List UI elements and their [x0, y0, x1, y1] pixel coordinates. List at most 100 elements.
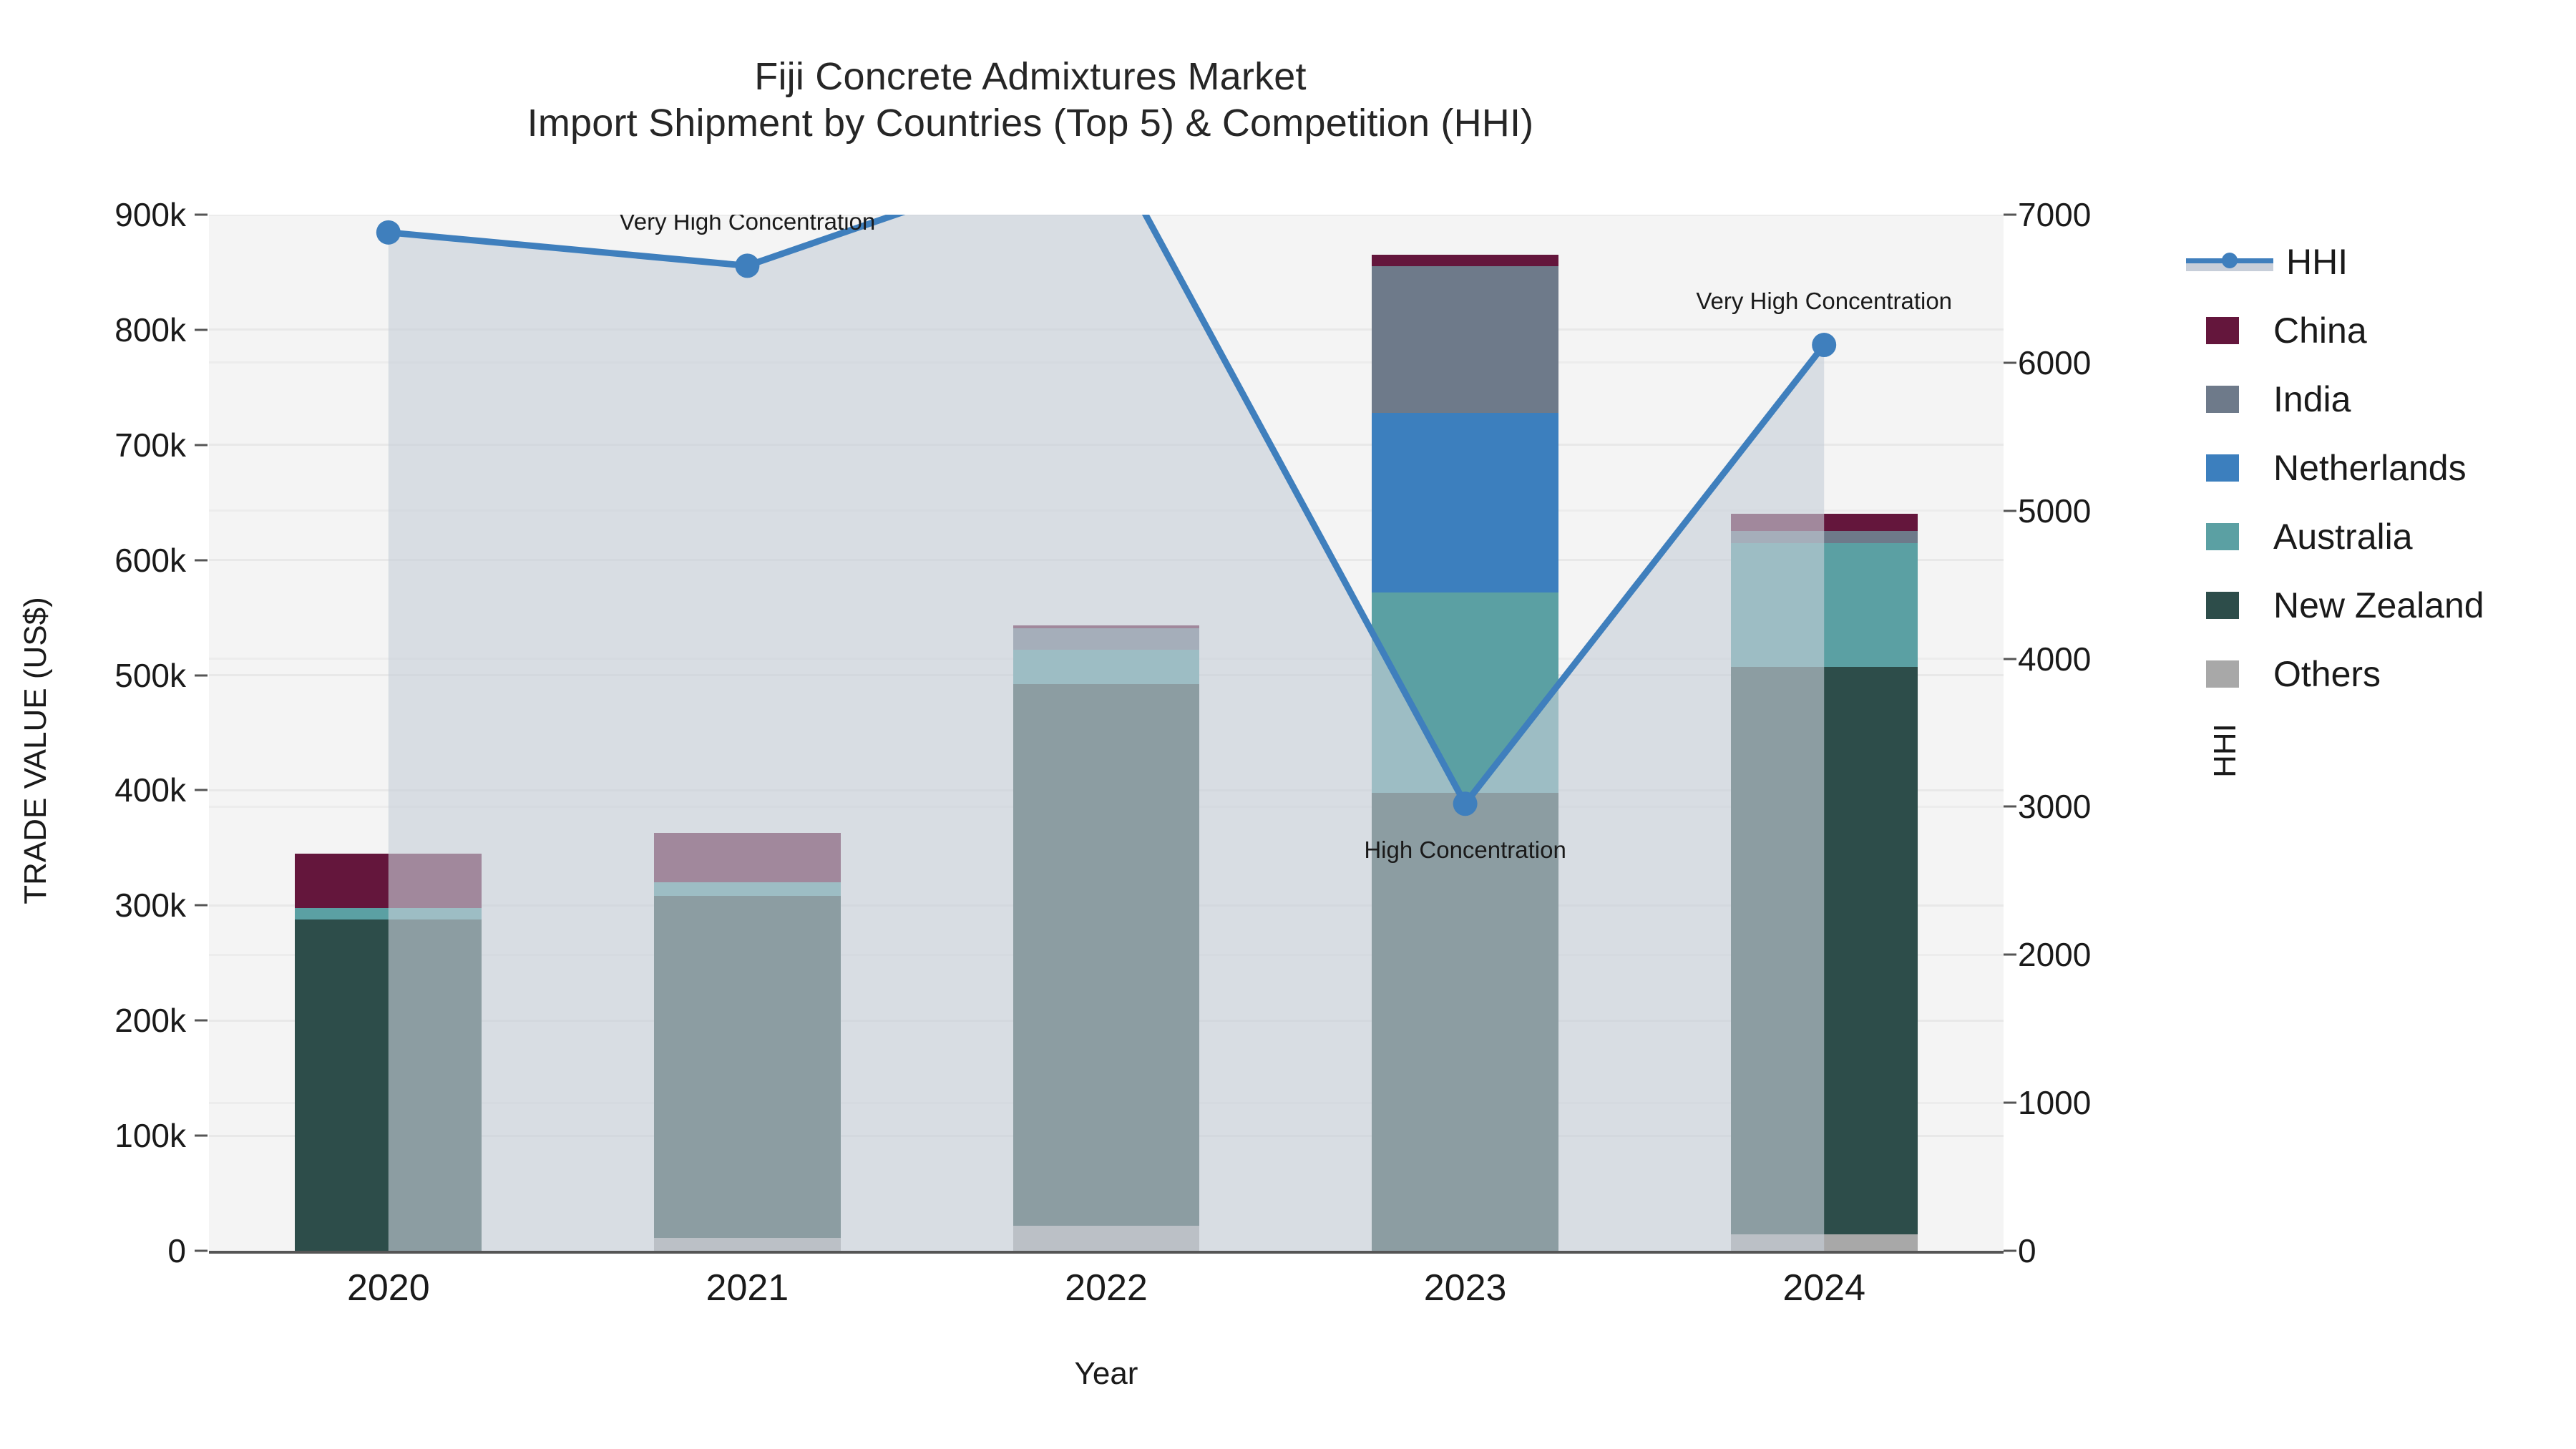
bar-group[interactable] [1372, 215, 1558, 1251]
y-axis-right-tick-label: 4000 [2018, 640, 2092, 678]
legend-item-label: New Zealand [2273, 585, 2484, 625]
chart-title-subtitle: Import Shipment by Countries (Top 5) & C… [527, 101, 1534, 145]
bar-group[interactable] [295, 215, 482, 1251]
y-axis-right-tick-mark [2004, 658, 2016, 660]
legend-item-new-zealand[interactable]: New Zealand [2186, 571, 2484, 640]
bar-segment-new-zealand[interactable] [1730, 667, 1918, 1235]
y-axis-right-tick-label: 2000 [2018, 936, 2092, 974]
bar-segment-australia[interactable] [295, 907, 482, 919]
bar-group[interactable] [1730, 215, 1918, 1251]
legend-item-label: Others [2273, 654, 2381, 694]
y-axis-right-tick-label: 3000 [2018, 788, 2092, 826]
legend-marker-dot-icon [2222, 253, 2238, 268]
x-axis-spine [209, 1251, 2004, 1254]
y-axis-left-tick-label: 300k [114, 887, 186, 924]
x-axis-title: Year [1074, 1356, 1138, 1391]
bar-segment-australia[interactable] [653, 882, 841, 897]
legend-line-marker-icon [2186, 248, 2273, 275]
bar-segment-india[interactable] [1013, 628, 1200, 650]
bar-segment-others[interactable] [1730, 1234, 1918, 1251]
bar-segment-india[interactable] [1730, 531, 1918, 543]
bar-segment-netherlands[interactable] [1372, 412, 1558, 592]
y-axis-left-tick-label: 200k [114, 1002, 186, 1040]
y-axis-left-tick-mark [195, 213, 208, 216]
y-axis-left-tick-label: 500k [114, 656, 186, 694]
y-axis-left-tick-label: 0 [167, 1232, 186, 1269]
legend-item-label: China [2273, 311, 2367, 351]
bar-segment-india[interactable] [1372, 266, 1558, 413]
x-axis-tick-label: 2021 [706, 1267, 789, 1309]
legend-color-swatch [2206, 660, 2239, 688]
legend-item-hhi[interactable]: HHI [2186, 228, 2484, 296]
legend-item-label: India [2273, 379, 2351, 419]
x-axis-tick-label: 2022 [1065, 1267, 1148, 1309]
chart-title: Fiji Concrete Admixtures Market Import S… [0, 54, 2061, 147]
bar-segment-china[interactable] [295, 853, 482, 908]
y-axis-left-tick-mark [195, 444, 208, 447]
legend-color-swatch [2206, 592, 2239, 619]
legend-item-india[interactable]: India [2186, 365, 2484, 434]
bar-segment-china[interactable] [1730, 514, 1918, 532]
plot-area: Very High Concentration Very High Concent… [209, 215, 2004, 1251]
chart-title-main: Fiji Concrete Admixtures Market [754, 55, 1307, 98]
y-axis-left-tick-label: 700k [114, 426, 186, 464]
bar-group[interactable] [653, 215, 841, 1251]
x-axis-tick-label: 2023 [1423, 1267, 1507, 1309]
y-axis-left-tick-mark [195, 904, 208, 907]
legend-item-china[interactable]: China [2186, 296, 2484, 365]
bar-segment-others[interactable] [1013, 1225, 1200, 1251]
y-axis-left-tick-mark [195, 1249, 208, 1252]
x-axis-tick-label: 2024 [1782, 1267, 1866, 1309]
y-axis-left-tick-label: 100k [114, 1117, 186, 1155]
legend-color-swatch [2206, 386, 2239, 413]
y-axis-right-tick-mark [2004, 213, 2016, 216]
legend-item-others[interactable]: Others [2186, 640, 2484, 708]
y-axis-right-tick-label: 5000 [2018, 492, 2092, 530]
y-axis-right-tick-mark [2004, 805, 2016, 808]
legend-item-netherlands[interactable]: Netherlands [2186, 434, 2484, 502]
hhi-annotation: Very High Concentration [1696, 288, 1953, 315]
legend-item-label: HHI [2286, 242, 2348, 282]
y-axis-right-tick-label: 7000 [2018, 196, 2092, 233]
bar-segment-new-zealand[interactable] [295, 919, 482, 1251]
legend-color-swatch [2206, 454, 2239, 482]
bar-segment-new-zealand[interactable] [653, 896, 841, 1239]
y-axis-left-tick-mark [195, 1134, 208, 1137]
bar-segment-china[interactable] [653, 832, 841, 883]
y-axis-left-tick-label: 800k [114, 311, 186, 348]
y-axis-left-tick-mark [195, 1019, 208, 1022]
bar-segment-australia[interactable] [1013, 650, 1200, 685]
y-axis-right-tick-label: 6000 [2018, 343, 2092, 381]
y-axis-right-tick-mark [2004, 1249, 2016, 1252]
legend-color-swatch [2206, 523, 2239, 550]
bar-segment-new-zealand[interactable] [1013, 684, 1200, 1226]
y-axis-right-tick-mark [2004, 509, 2016, 512]
legend-item-australia[interactable]: Australia [2186, 502, 2484, 571]
y-axis-left-tick-mark [195, 789, 208, 791]
hhi-annotation: Very High Concentration [619, 215, 876, 235]
bar-segment-australia[interactable] [1372, 592, 1558, 793]
y-axis-right-tick-label: 1000 [2018, 1084, 2092, 1122]
y-axis-left-tick-mark [195, 559, 208, 562]
legend-color-swatch [2206, 317, 2239, 344]
y-axis-left-tick-label: 400k [114, 771, 186, 809]
y-axis-left-tick-label: 900k [114, 196, 186, 233]
y-axis-left-title: TRADE VALUE (US$) [18, 597, 53, 904]
bar-segment-australia[interactable] [1730, 542, 1918, 668]
y-axis-right-tick-mark [2004, 1101, 2016, 1104]
y-axis-right-tick-mark [2004, 953, 2016, 956]
y-axis-left-tick-mark [195, 674, 208, 677]
y-axis-left-tick-label: 600k [114, 541, 186, 579]
bar-group[interactable] [1013, 215, 1200, 1251]
legend-item-label: Netherlands [2273, 448, 2467, 488]
chart-legend: HHI China India Netherlands Australia New Zea… [2186, 228, 2484, 708]
y-axis-right-tick-mark [2004, 361, 2016, 364]
hhi-annotation: High Concentration [1364, 836, 1566, 864]
x-axis-tick-label: 2020 [346, 1267, 430, 1309]
bar-segment-china[interactable] [1013, 625, 1200, 628]
y-axis-left-tick-mark [195, 328, 208, 331]
y-axis-right-tick-label: 0 [2018, 1232, 2036, 1269]
bar-segment-china[interactable] [1372, 255, 1558, 267]
bar-segment-others[interactable] [653, 1238, 841, 1251]
